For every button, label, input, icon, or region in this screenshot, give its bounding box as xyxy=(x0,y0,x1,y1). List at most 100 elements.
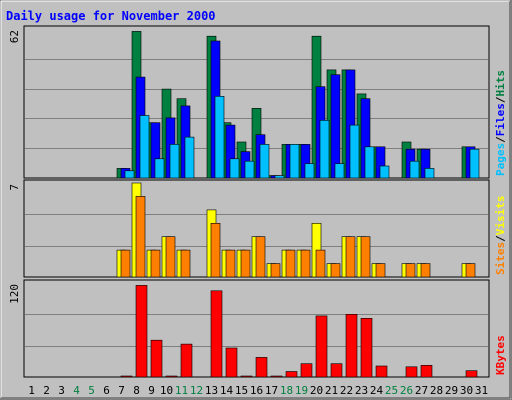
bar-kbytes-day-26 xyxy=(405,366,418,378)
bar-kbytes-day-21 xyxy=(330,363,343,378)
bar-pages-day-11 xyxy=(184,136,195,179)
x-tick-label-20: 20 xyxy=(310,384,323,397)
bar-kbytes-day-8 xyxy=(135,285,148,378)
x-tick-label-1: 1 xyxy=(28,384,35,397)
bar-pages-day-21 xyxy=(334,163,345,179)
x-tick-label-23: 23 xyxy=(355,384,368,397)
panel-visits: 7 Sites/Visits xyxy=(8,179,507,278)
x-axis-labels: 1 2 3 4 5 6 7 8 9 10 11 12 13 14 15 16 17 18 19 20 21 22 23 24 2… xyxy=(28,384,488,397)
legend-label: Pages/Files/Hits xyxy=(494,70,507,176)
bar-kbytes-day-20 xyxy=(315,315,328,378)
bar-sites-day-17 xyxy=(270,263,281,278)
legend-separator: / xyxy=(494,136,507,143)
bar-sites-day-20 xyxy=(315,249,326,278)
y-max-label: 7 xyxy=(8,184,21,191)
bar-sites-day-15 xyxy=(240,249,251,278)
bar-kbytes-day-22 xyxy=(345,313,358,378)
bar-kbytes-day-18 xyxy=(285,371,298,378)
bar-pages-day-14 xyxy=(229,158,240,179)
x-tick-label-9: 9 xyxy=(148,384,155,397)
bar-pages-day-30 xyxy=(469,148,480,179)
bar-sites-day-16 xyxy=(255,236,266,278)
legend-pages: Pages xyxy=(494,143,507,176)
legend-files: Files xyxy=(494,103,507,136)
bar-sites-day-24 xyxy=(375,263,386,278)
bar-sites-day-14 xyxy=(225,249,236,278)
x-tick-label-6: 6 xyxy=(103,384,110,397)
bar-kbytes-day-23 xyxy=(360,317,373,378)
bar-sites-day-9 xyxy=(150,249,161,278)
y-max-label: 120 xyxy=(8,284,21,304)
bar-sites-day-8 xyxy=(135,196,146,278)
bar-pages-day-13 xyxy=(214,96,225,179)
bar-kbytes-day-30 xyxy=(465,370,478,378)
x-tick-label-18: 18 xyxy=(280,384,293,397)
bar-pages-day-23 xyxy=(364,146,375,179)
bar-kbytes-day-13 xyxy=(210,290,223,378)
x-tick-label-2: 2 xyxy=(43,384,50,397)
bar-kbytes-day-16 xyxy=(255,357,268,378)
bar-kbytes-day-19 xyxy=(300,363,313,378)
legend-hits: Hits xyxy=(494,70,507,97)
legend-separator: / xyxy=(494,235,507,242)
bar-sites-day-13 xyxy=(210,223,221,278)
x-tick-label-16: 16 xyxy=(250,384,263,397)
x-tick-label-19: 19 xyxy=(295,384,308,397)
legend-label: KBytes xyxy=(494,335,507,375)
bar-sites-day-22 xyxy=(345,236,356,278)
x-tick-label-13: 13 xyxy=(205,384,218,397)
x-tick-label-15: 15 xyxy=(235,384,248,397)
x-tick-label-25: 25 xyxy=(385,384,398,397)
bar-kbytes-day-14 xyxy=(225,347,238,378)
bar-kbytes-day-10 xyxy=(165,375,178,378)
bar-kbytes-day-9 xyxy=(150,339,163,378)
legend-separator: / xyxy=(494,96,507,103)
legend-sites: Sites xyxy=(494,242,507,275)
x-tick-label-24: 24 xyxy=(370,384,384,397)
legend-kbytes: KBytes xyxy=(494,335,507,375)
x-tick-label-8: 8 xyxy=(133,384,140,397)
legend-visits: Visits xyxy=(494,196,507,236)
bar-sites-day-19 xyxy=(300,249,311,278)
bar-sites-day-10 xyxy=(165,236,176,278)
x-tick-label-22: 22 xyxy=(340,384,353,397)
x-tick-label-21: 21 xyxy=(325,384,338,397)
bar-kbytes-day-11 xyxy=(180,343,193,378)
bar-sites-day-30 xyxy=(465,263,476,278)
x-tick-label-14: 14 xyxy=(220,384,234,397)
x-tick-label-28: 28 xyxy=(430,384,443,397)
bar-pages-day-24 xyxy=(379,165,390,179)
bar-pages-day-10 xyxy=(169,144,180,179)
x-tick-label-31: 31 xyxy=(475,384,488,397)
bar-pages-day-26 xyxy=(409,160,420,179)
x-tick-label-3: 3 xyxy=(58,384,65,397)
bar-pages-day-7 xyxy=(124,170,135,179)
bar-sites-day-26 xyxy=(405,263,416,278)
bar-kbytes-day-27 xyxy=(420,364,433,378)
bar-pages-day-17 xyxy=(274,175,285,179)
bar-sites-day-18 xyxy=(285,249,296,278)
bar-pages-day-16 xyxy=(259,144,270,179)
x-tick-label-30: 30 xyxy=(460,384,473,397)
bar-pages-day-20 xyxy=(319,120,330,179)
bar-pages-day-22 xyxy=(349,124,360,179)
bar-files-day-21 xyxy=(330,74,341,179)
x-tick-label-7: 7 xyxy=(118,384,125,397)
bar-sites-day-27 xyxy=(420,263,431,278)
bar-sites-day-11 xyxy=(180,249,191,278)
x-tick-label-10: 10 xyxy=(160,384,173,397)
bar-pages-day-27 xyxy=(424,168,435,179)
x-tick-label-5: 5 xyxy=(88,384,95,397)
x-tick-label-27: 27 xyxy=(415,384,428,397)
legend-label: Sites/Visits xyxy=(494,196,507,276)
bar-pages-day-8 xyxy=(139,115,150,179)
x-tick-label-4: 4 xyxy=(73,384,80,397)
x-tick-label-17: 17 xyxy=(265,384,278,397)
panel-kbytes: 120 KBytes xyxy=(8,279,507,378)
bar-pages-day-18 xyxy=(289,144,300,179)
bar-sites-day-21 xyxy=(330,263,341,278)
